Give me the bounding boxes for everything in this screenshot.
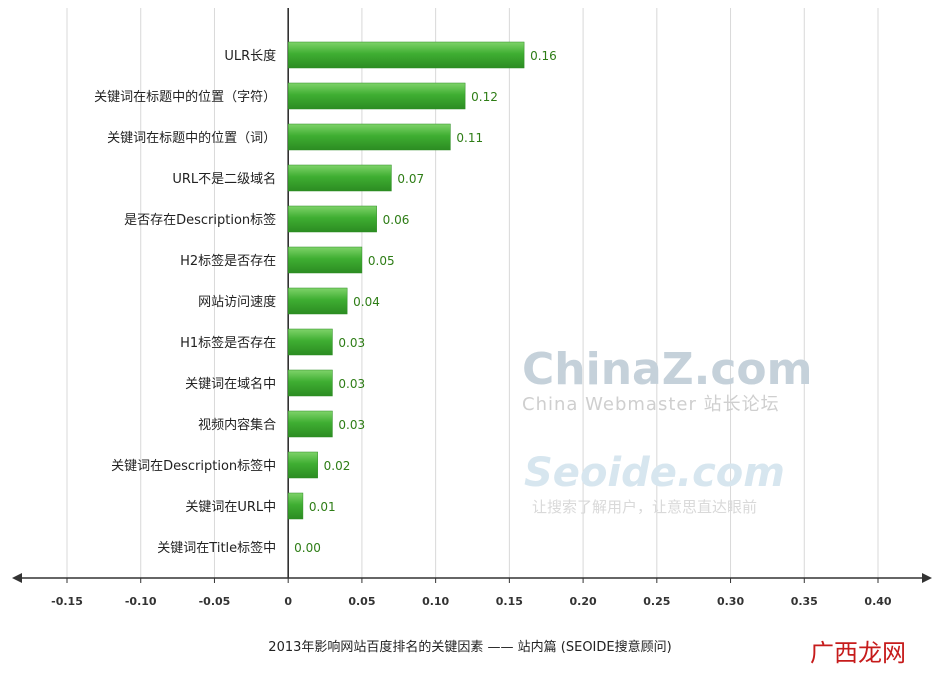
category-label-8: 关键词在域名中 — [185, 376, 276, 392]
value-label-12: 0.00 — [294, 541, 321, 555]
x-axis-arrow-left — [12, 573, 22, 583]
site-logo-watermark: 广西龙网 — [810, 639, 906, 667]
value-label-10: 0.02 — [324, 459, 351, 473]
value-label-1: 0.12 — [471, 90, 498, 104]
category-labels: ULR长度 0.16 关键词在标题中的位置（字符） 0.12 关键词在标题中的位置（词）… — [94, 48, 557, 556]
bar-4 — [287, 205, 377, 233]
category-label-1: 关键词在标题中的位置（字符） — [94, 89, 276, 105]
value-label-11: 0.01 — [309, 500, 336, 514]
x-tick-label-5: 0.10 — [422, 595, 449, 608]
bar-0 — [287, 41, 525, 69]
bar-6 — [287, 287, 348, 315]
x-tick-label-1: -0.10 — [125, 595, 157, 608]
x-tick-label-8: 0.25 — [643, 595, 670, 608]
value-label-3: 0.07 — [397, 172, 424, 186]
bar-2 — [287, 123, 451, 151]
bar-8 — [287, 369, 333, 397]
x-tick-label-0: -0.15 — [51, 595, 83, 608]
bars — [287, 41, 525, 520]
x-tick-label-7: 0.20 — [570, 595, 597, 608]
chinaz-watermark-subtitle: China Webmaster 站长论坛 — [522, 394, 780, 415]
category-label-11: 关键词在URL中 — [185, 500, 276, 515]
value-label-2: 0.11 — [456, 131, 483, 145]
category-label-7: H1标签是否存在 — [180, 335, 276, 351]
seoide-watermark-logo: Seoide.com — [524, 450, 785, 496]
x-tick-label-9: 0.30 — [717, 595, 744, 608]
x-axis-arrow-right — [922, 573, 932, 583]
x-axis — [12, 573, 932, 583]
watermark: ChinaZ.com China Webmaster 站长论坛 Seoide.c… — [522, 344, 813, 516]
x-axis-ticks: -0.15 -0.10 -0.05 0 0.05 0.10 0.15 0.20 0.25 0.30… — [51, 578, 892, 608]
x-tick-label-10: 0.35 — [791, 595, 818, 608]
seoide-watermark-slogan: 让搜索了解用户，让意思直达眼前 — [532, 498, 757, 516]
bar-5 — [287, 246, 363, 274]
category-label-10: 关键词在Description标签中 — [111, 458, 276, 474]
value-label-0: 0.16 — [530, 49, 557, 63]
value-label-4: 0.06 — [383, 213, 410, 227]
category-label-0: ULR长度 — [224, 48, 276, 64]
chinaz-watermark-logo: ChinaZ.com — [522, 344, 813, 395]
value-label-9: 0.03 — [338, 418, 365, 432]
bar-3 — [287, 164, 392, 192]
bar-10 — [287, 451, 318, 479]
chart-caption: 2013年影响网站百度排名的关键因素 —— 站内篇 (SEOIDE搜意顾问) — [268, 640, 672, 655]
category-label-5: H2标签是否存在 — [180, 253, 276, 269]
x-tick-label-3: 0 — [284, 595, 292, 608]
value-label-6: 0.04 — [353, 295, 380, 309]
x-tick-label-4: 0.05 — [348, 595, 375, 608]
category-label-9: 视频内容集合 — [198, 417, 276, 433]
category-label-3: URL不是二级域名 — [172, 171, 276, 187]
bar-9 — [287, 410, 333, 438]
category-label-6: 网站访问速度 — [198, 294, 276, 310]
x-tick-label-11: 0.40 — [864, 595, 891, 608]
value-label-7: 0.03 — [338, 336, 365, 350]
bar-11 — [287, 492, 304, 520]
category-label-4: 是否存在Description标签 — [124, 212, 276, 228]
value-label-5: 0.05 — [368, 254, 395, 268]
category-label-12: 关键词在Title标签中 — [157, 540, 276, 556]
x-tick-label-2: -0.05 — [199, 595, 231, 608]
value-label-8: 0.03 — [338, 377, 365, 391]
bar-7 — [287, 328, 333, 356]
x-tick-label-6: 0.15 — [496, 595, 523, 608]
category-label-2: 关键词在标题中的位置（词） — [107, 130, 276, 146]
bar-1 — [287, 82, 466, 110]
